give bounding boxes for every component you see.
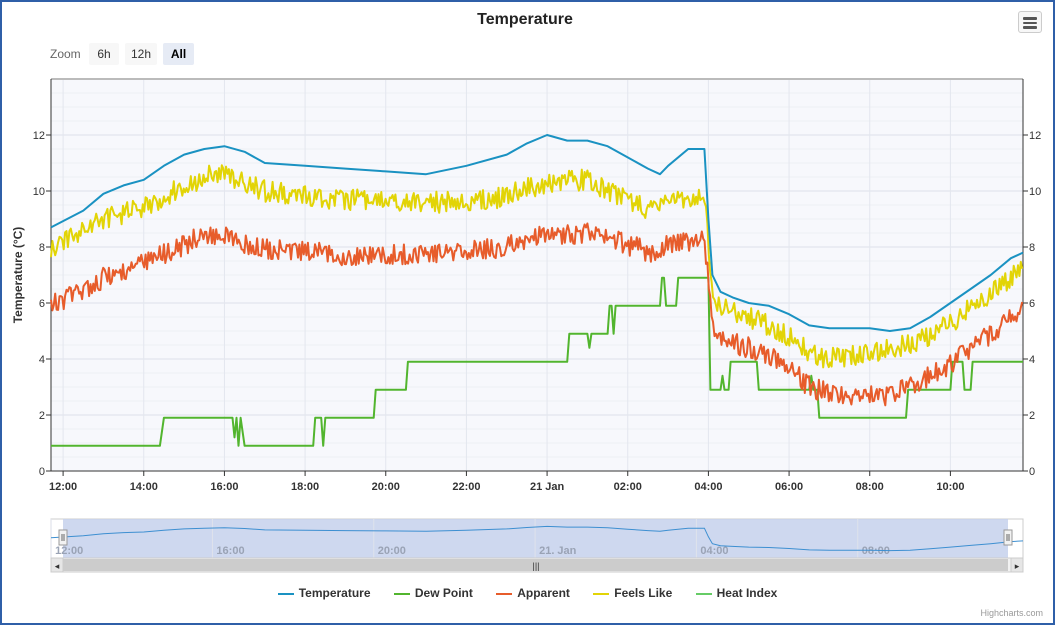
navigator-handle-left[interactable] — [58, 529, 68, 546]
y-tick-label-right: 4 — [1029, 354, 1035, 366]
navigator-tick-label: 20:00 — [378, 545, 406, 557]
x-tick-label: 12:00 — [49, 481, 77, 493]
credits-link[interactable]: Highcharts.com — [980, 608, 1043, 618]
navigator-tick-label: 12:00 — [55, 545, 83, 557]
navigator-tick-label: 04:00 — [700, 545, 728, 557]
x-tick-label: 21 Jan — [530, 481, 565, 493]
y-tick-label-left: 12 — [33, 130, 45, 142]
navigator-tick-label: 21. Jan — [539, 545, 577, 557]
menu-bar-icon — [1023, 26, 1037, 29]
navigator-series-line — [50, 525, 1024, 552]
x-tick-label: 02:00 — [614, 481, 642, 493]
x-tick-label: 14:00 — [130, 481, 158, 493]
legend: Temperature Dew Point Apparent Feels Lik… — [0, 586, 1055, 606]
menu-bar-icon — [1023, 17, 1037, 20]
legend-label: Dew Point — [414, 586, 473, 600]
menu-bar-icon — [1023, 21, 1037, 24]
legend-label: Apparent — [517, 586, 570, 600]
legend-item-dew-point[interactable]: Dew Point — [393, 586, 473, 600]
y-tick-label-left: 0 — [39, 466, 45, 478]
navigator-tick-label: 08:00 — [862, 545, 890, 557]
x-tick-label: 18:00 — [291, 481, 319, 493]
navigator-grid: 12:00 16:00 20:00 21. Jan 04:00 08:00 — [50, 519, 890, 558]
legend-item-apparent[interactable]: Apparent — [496, 586, 570, 600]
legend-swatch — [593, 592, 610, 595]
x-axis-ticks: 12:00 14:00 16:00 18:00 20:00 22:00 21 Jan 02:0… — [49, 471, 964, 493]
zoom-6h-button[interactable]: 6h — [89, 43, 119, 65]
scrollbar[interactable]: ◂ ▸ ||| — [50, 557, 1024, 573]
legend-item-heat-index[interactable]: Heat Index — [695, 586, 778, 600]
x-tick-label: 20:00 — [372, 481, 400, 493]
y-tick-label-right: 2 — [1029, 410, 1035, 422]
legend-swatch — [496, 592, 513, 595]
y-tick-label-left: 6 — [39, 298, 45, 310]
x-tick-label: 06:00 — [775, 481, 803, 493]
x-tick-label: 16:00 — [210, 481, 238, 493]
legend-swatch — [277, 592, 294, 595]
y-axis-right-ticks: 0 2 4 6 8 10 12 — [1023, 130, 1041, 478]
scrollbar-right-button[interactable] — [1010, 557, 1024, 573]
navigator-handle-right[interactable] — [1003, 529, 1013, 546]
series-line-feels-like[interactable] — [50, 164, 1024, 369]
legend-label: Temperature — [298, 586, 371, 600]
y-axis-title: Temperature (°C) — [11, 227, 25, 324]
scrollbar-grip: ||| — [532, 561, 539, 571]
y-tick-label-right: 6 — [1029, 298, 1035, 310]
y-tick-label-right: 10 — [1029, 186, 1041, 198]
scrollbar-right-arrow: ▸ — [1015, 561, 1020, 571]
y-tick-label-right: 12 — [1029, 130, 1041, 142]
y-axis-left-ticks: 0 2 4 6 8 10 12 — [33, 130, 51, 478]
y-tick-label-left: 2 — [39, 410, 45, 422]
series-layer — [50, 134, 1024, 447]
legend-item-temperature[interactable]: Temperature — [277, 586, 371, 600]
x-tick-label: 08:00 — [856, 481, 884, 493]
legend-label: Feels Like — [614, 586, 673, 600]
y-tick-label-left: 10 — [33, 186, 45, 198]
scrollbar-left-button[interactable] — [50, 557, 64, 573]
scrollbar-thumb[interactable] — [63, 559, 1008, 571]
zoom-label: Zoom — [50, 47, 81, 61]
legend-swatch — [695, 592, 712, 595]
legend-label: Heat Index — [716, 586, 778, 600]
chart-title: Temperature — [477, 11, 573, 28]
x-tick-label: 22:00 — [452, 481, 480, 493]
zoom-all-button[interactable]: All — [163, 43, 194, 65]
legend-item-feels-like[interactable]: Feels Like — [593, 586, 672, 600]
zoom-12h-button[interactable]: 12h — [125, 43, 157, 65]
y-tick-label-left: 8 — [39, 242, 45, 254]
context-menu-button[interactable] — [1018, 11, 1042, 33]
x-tick-label: 10:00 — [936, 481, 964, 493]
series-line-dew-point[interactable] — [51, 276, 1023, 447]
legend-swatch — [393, 592, 410, 595]
y-tick-label-right: 0 — [1029, 466, 1035, 478]
y-tick-label-left: 4 — [39, 354, 45, 366]
series-line-temperature[interactable] — [50, 134, 1024, 332]
navigator-tick-label: 16:00 — [216, 545, 244, 557]
series-line-apparent[interactable] — [50, 222, 1024, 407]
navigator[interactable]: 12:00 16:00 20:00 21. Jan 04:00 08:00 — [50, 518, 1024, 559]
y-tick-label-right: 8 — [1029, 242, 1035, 254]
scrollbar-left-arrow: ◂ — [55, 561, 60, 571]
x-tick-label: 04:00 — [694, 481, 722, 493]
